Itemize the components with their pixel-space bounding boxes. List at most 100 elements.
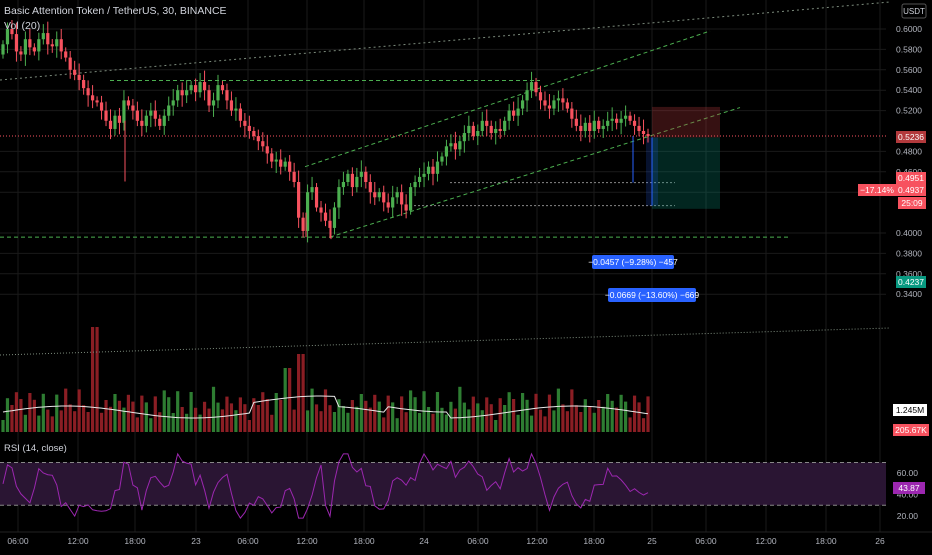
candle-body [301, 217, 305, 231]
volume-bar [516, 414, 520, 432]
price-axis[interactable]: 0.6000 0.5800 0.5600 0.5400 0.5200 0.4800 0.46… [896, 24, 922, 521]
candle-body [579, 125, 583, 131]
candle-body [252, 131, 256, 137]
price-tick-label: 0.5800 [896, 44, 922, 54]
candle-body [153, 110, 157, 119]
volume-bar [261, 392, 265, 432]
volume-bar [619, 394, 623, 432]
candle-body [247, 125, 251, 131]
drawings[interactable] [0, 1, 891, 356]
candle-body [440, 156, 444, 162]
volume-bar [135, 417, 139, 432]
candle-body [229, 100, 234, 111]
candle-body [386, 202, 390, 208]
candle-body [297, 182, 301, 218]
volume-bar [46, 409, 50, 432]
volume-bar [592, 412, 596, 432]
candle-body [606, 120, 610, 126]
time-tick-label: 06:00 [237, 536, 259, 546]
current-badge-text: 0.4951 [898, 173, 924, 183]
candle-body [135, 110, 139, 121]
measure-label-2[interactable]: −0.0669 (−13.60%) −669 [605, 288, 700, 302]
candle-body [615, 118, 619, 123]
stop-badge-text: 0.5236 [898, 132, 924, 142]
volume-bar [637, 402, 641, 432]
volume-bar [615, 407, 619, 432]
time-tick-label: 25 [647, 536, 657, 546]
volume-bar [90, 327, 95, 432]
volume-bar [314, 404, 319, 432]
volume-bar [520, 393, 525, 432]
candle-body [341, 182, 346, 188]
candle-body [512, 110, 516, 116]
candle-body [583, 122, 587, 131]
candle-body [77, 74, 81, 80]
time-tick-label: 12:00 [755, 536, 777, 546]
candle-body [113, 115, 117, 129]
candle-body [64, 51, 68, 58]
candle-body [592, 120, 596, 131]
volume-bar [323, 389, 328, 432]
rsi-pane [0, 452, 886, 519]
candle-body [507, 110, 511, 121]
price-tick-label: 0.4800 [896, 146, 922, 156]
price-badge-stop: 0.5236 [896, 131, 926, 143]
volume-bar [14, 392, 19, 432]
volume-bar [41, 393, 45, 432]
volume-bar [341, 406, 346, 432]
candle-body [202, 82, 207, 91]
candle-body [288, 161, 292, 172]
price-tick-label: 0.5600 [896, 65, 922, 75]
price-tick-label: 0.5400 [896, 85, 922, 95]
currency-button[interactable]: USDT [901, 3, 927, 19]
candle-body [167, 105, 171, 116]
volume-bar [220, 409, 225, 432]
volume-bar [574, 405, 578, 432]
volume-bar [108, 406, 113, 432]
volume-red-badge-text: 205.67K [895, 425, 927, 435]
candle-body [122, 100, 126, 123]
candle-body [328, 220, 332, 228]
candle-body [283, 161, 287, 167]
volume-bar [565, 411, 569, 432]
volume-bar [610, 400, 614, 432]
channel-lower [329, 107, 741, 238]
time-axis[interactable]: 06:00 12:00 18:00 23 06:00 12:00 18:00 24 06:00 1… [0, 531, 932, 546]
rsi-tick-label: 60.00 [897, 468, 919, 478]
candle-body [261, 141, 265, 147]
volume-bar [426, 407, 431, 432]
volume-bar [332, 412, 337, 432]
time-tick-label: 23 [191, 536, 201, 546]
candle-body [337, 187, 341, 208]
volume-bar [198, 414, 202, 432]
position-stop-zone [652, 106, 720, 138]
entry-badge-text: 0.4937 [898, 185, 924, 195]
volume-bar [386, 395, 390, 432]
time-tick-label: 24 [419, 536, 429, 546]
candle-body [435, 161, 440, 174]
candle-body [310, 187, 314, 193]
volume-bar [122, 407, 126, 432]
volume-bar [552, 410, 556, 432]
volume-bar [512, 399, 516, 432]
candle-body [641, 131, 646, 135]
candle-body [211, 100, 216, 106]
time-tick-label: 26 [875, 536, 885, 546]
volume-bar [194, 407, 198, 432]
volume-bar [543, 416, 547, 432]
volume-bar [126, 394, 131, 432]
candle-body [158, 118, 162, 126]
volume-bar [10, 405, 14, 432]
candle-body [243, 120, 247, 126]
volume-bar [176, 391, 180, 432]
volume-bar [234, 410, 238, 432]
candle-body [126, 100, 131, 106]
measure-label-1[interactable]: −0.0457 (−9.28%) −457 [588, 255, 678, 269]
candle-body [561, 98, 565, 103]
candle-body [55, 39, 59, 47]
candle-body [516, 108, 520, 116]
candle-body [194, 85, 198, 93]
candle-body [534, 82, 538, 93]
